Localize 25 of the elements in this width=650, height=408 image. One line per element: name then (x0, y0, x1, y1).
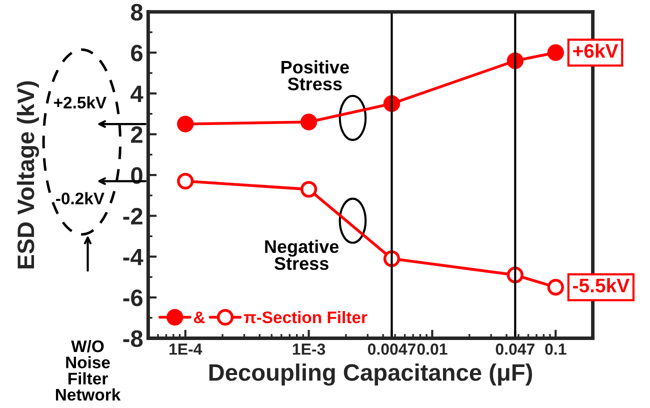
y-tick-label: -4 (123, 248, 144, 266)
annotation: +6kV (573, 44, 618, 58)
x-tick-label: 0.01 (417, 344, 448, 355)
y-tick-label: 2 (131, 126, 142, 143)
y-axis-title: ESD Voltage (kV) (16, 81, 40, 268)
x-tick-label: 1E-4 (169, 344, 202, 355)
x-tick-label: 0.0047 (368, 344, 416, 355)
annotation: Positive Stress (282, 60, 349, 90)
legend-label: π-Section Filter (244, 311, 368, 324)
annotation: Negative Stress (265, 240, 339, 270)
text: +2.5kV (54, 96, 106, 109)
y-tick-label: 4 (130, 86, 144, 102)
x-tick-label: 0.047 (496, 344, 534, 355)
y-tick-label: 8 (130, 4, 143, 21)
y-tick-label: -6 (123, 290, 142, 306)
legend-label: & (194, 312, 205, 324)
y-tick-label: -2 (123, 208, 142, 224)
annotation: -5.5kV (573, 278, 630, 292)
x-tick-label: 1E-3 (292, 344, 326, 355)
x-tick-label: 0.1 (545, 344, 566, 355)
text: W/O Noise Filter Network (56, 340, 121, 401)
y-tick-label: 6 (131, 44, 142, 62)
x-axis-title: Decoupling Capacitance (μF) (209, 364, 532, 386)
text: -0.2kV (56, 192, 104, 204)
y-tick-label: -8 (123, 330, 143, 348)
